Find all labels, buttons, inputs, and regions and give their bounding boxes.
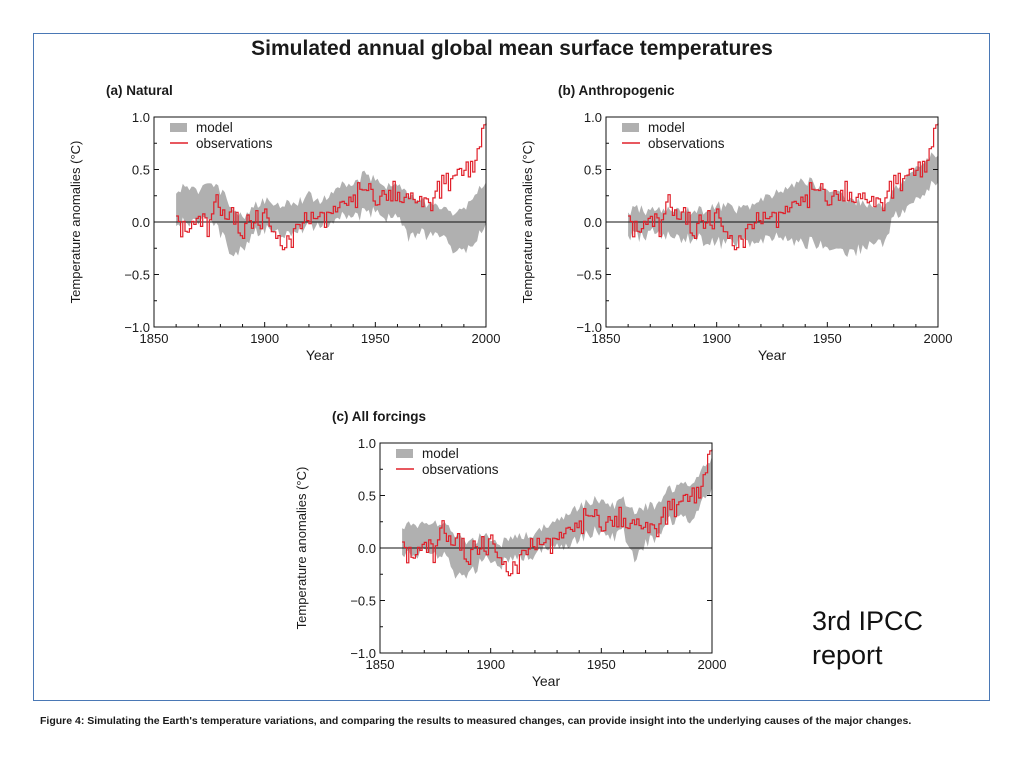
y-axis-label: Temperature anomalies (°C) bbox=[294, 467, 309, 630]
ipcc-note-line-2: report bbox=[812, 640, 883, 670]
y-axis-label: Temperature anomalies (°C) bbox=[68, 141, 83, 304]
y-tick-label: 0.0 bbox=[584, 215, 602, 230]
legend-model-label: model bbox=[648, 120, 685, 135]
y-tick-label: 0.5 bbox=[132, 163, 150, 178]
legend-model-swatch bbox=[170, 123, 187, 132]
figure-caption: Figure 4: Simulating the Earth's tempera… bbox=[40, 715, 912, 727]
y-tick-label: −1.0 bbox=[124, 320, 150, 335]
y-tick-label: 0.0 bbox=[132, 215, 150, 230]
x-tick-label: 1900 bbox=[702, 331, 731, 346]
x-tick-label: 2000 bbox=[472, 331, 501, 346]
x-tick-label: 2000 bbox=[698, 657, 727, 672]
y-tick-label: 1.0 bbox=[358, 436, 376, 451]
panel-title: (a) Natural bbox=[106, 83, 173, 98]
y-axis-label: Temperature anomalies (°C) bbox=[520, 141, 535, 304]
observations-line bbox=[176, 123, 487, 251]
y-tick-label: −0.5 bbox=[350, 594, 376, 609]
y-tick-label: −1.0 bbox=[576, 320, 602, 335]
y-tick-label: 0.5 bbox=[358, 489, 376, 504]
y-tick-label: 1.0 bbox=[132, 110, 150, 125]
x-tick-label: 1950 bbox=[587, 657, 616, 672]
x-tick-label: 2000 bbox=[924, 331, 953, 346]
legend-model-label: model bbox=[196, 120, 233, 135]
observations-line bbox=[402, 449, 713, 577]
figure-frame bbox=[33, 33, 990, 701]
ipcc-note-line-1: 3rd IPCC bbox=[812, 606, 924, 636]
x-tick-label: 1950 bbox=[813, 331, 842, 346]
x-axis-label: Year bbox=[306, 347, 335, 363]
legend-model-swatch bbox=[622, 123, 639, 132]
y-tick-label: −0.5 bbox=[576, 268, 602, 283]
x-axis-label: Year bbox=[758, 347, 787, 363]
y-tick-label: −1.0 bbox=[350, 646, 376, 661]
legend-observations-label: observations bbox=[648, 136, 725, 151]
y-tick-label: 0.5 bbox=[584, 163, 602, 178]
x-tick-label: 1850 bbox=[140, 331, 169, 346]
legend-model-swatch bbox=[396, 449, 413, 458]
x-tick-label: 1850 bbox=[592, 331, 621, 346]
x-tick-label: 1950 bbox=[361, 331, 390, 346]
x-axis-label: Year bbox=[532, 673, 561, 689]
model-band bbox=[628, 152, 938, 257]
legend-observations-label: observations bbox=[422, 462, 499, 477]
y-tick-label: −0.5 bbox=[124, 268, 150, 283]
x-tick-label: 1900 bbox=[476, 657, 505, 672]
x-tick-label: 1850 bbox=[366, 657, 395, 672]
observations-line bbox=[628, 123, 939, 251]
main-title: Simulated annual global mean surface tem… bbox=[251, 37, 773, 60]
panel-title: (c) All forcings bbox=[332, 409, 426, 424]
legend-model-label: model bbox=[422, 446, 459, 461]
y-tick-label: 1.0 bbox=[584, 110, 602, 125]
legend-observations-label: observations bbox=[196, 136, 273, 151]
y-tick-label: 0.0 bbox=[358, 541, 376, 556]
x-tick-label: 1900 bbox=[250, 331, 279, 346]
ipcc-note: 3rd IPCC report bbox=[812, 604, 923, 672]
panel-title: (b) Anthropogenic bbox=[558, 83, 675, 98]
